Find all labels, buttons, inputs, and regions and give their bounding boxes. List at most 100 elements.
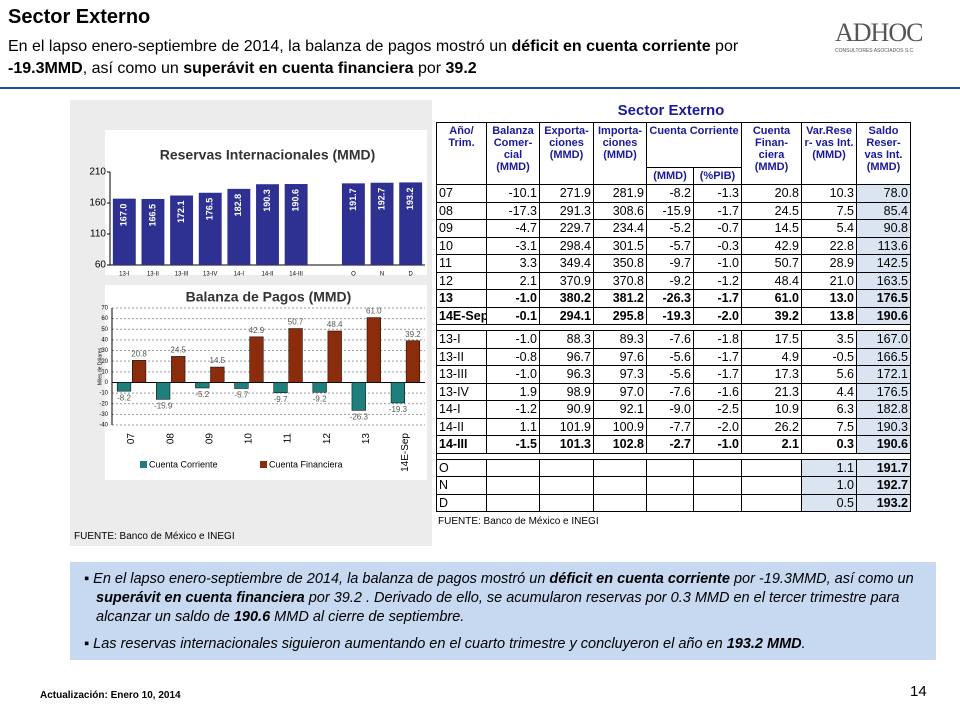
table-cell: 291.3 [539, 201, 594, 220]
table-cell: -7.6 [646, 330, 694, 349]
table-cell: 39.2 [741, 306, 802, 325]
table-cell: 380.2 [539, 289, 594, 308]
data-label: 39.2 [405, 330, 421, 339]
table-cell: -7.6 [646, 382, 694, 401]
header-row: (MMD) (%PIB) [437, 167, 911, 185]
table-row: 13-IV 1.9 98.9 97.0 -7.6 -1.6 21.3 4.4 176.5 [436, 382, 911, 401]
table-cell: -7.7 [646, 417, 694, 436]
column-header: Cuenta Corriente [646, 122, 742, 168]
table-cell [539, 493, 594, 512]
table-cell: 294.1 [539, 306, 594, 325]
y-tick-label: 210 [89, 167, 106, 178]
bar [171, 356, 186, 383]
table-cell: 98.9 [539, 382, 594, 401]
x-tick-label: 11 [283, 433, 294, 444]
y-tick-label: -20 [99, 401, 108, 407]
bullet: ▪ Las reservas internacionales siguieron… [78, 635, 928, 654]
table-cell: -5.6 [646, 347, 694, 366]
legend-swatch [260, 461, 267, 468]
data-label: 24.5 [170, 346, 186, 355]
table-cell: -26.3 [646, 289, 694, 308]
bar [112, 198, 136, 265]
table-cell [693, 476, 742, 495]
table-cell: 2.1 [741, 435, 802, 454]
table-cell: 20.8 [741, 184, 802, 203]
table-cell: 193.2 [856, 493, 911, 512]
bullet: ▪ En el lapso enero-septiembre de 2014, … [78, 570, 928, 627]
table-cell [646, 476, 694, 495]
table-cell: 142.5 [856, 254, 911, 273]
data-label: 166.5 [147, 204, 157, 227]
bar [288, 328, 303, 383]
page-number: 14 [910, 683, 927, 700]
column-header: Cuenta Finan- ciera (MMD) [741, 122, 802, 185]
text-run: 193.2 MMD [726, 636, 802, 652]
table-cell [486, 458, 540, 477]
text-run: déficit en cuenta corriente [549, 571, 730, 587]
table-cell: -0.3 [693, 236, 742, 255]
table-cell: 281.9 [593, 184, 647, 203]
update-note: Actualización: Enero 10, 2014 [40, 690, 181, 701]
gap-cell [436, 452, 911, 460]
text-run: por -19.3MMD, así como un [729, 571, 914, 587]
table-cell: 17.3 [741, 365, 802, 384]
x-tick-label: 13-II [147, 272, 159, 278]
table-cell: 191.7 [856, 458, 911, 477]
table-row: 14-III -1.5 101.3 102.8 -2.7 -1.0 2.1 0.3 190.6 [436, 435, 911, 454]
table-source: FUENTE: Banco de México e INEGI [438, 516, 599, 527]
table-cell: 190.6 [856, 306, 911, 325]
table-cell: -2.5 [693, 400, 742, 419]
table-cell [593, 476, 647, 495]
column-subheader: (MMD) [646, 167, 694, 185]
table-cell: 1.9 [486, 382, 540, 401]
table-cell: -3.1 [486, 236, 540, 255]
table-cell: -1.7 [693, 289, 742, 308]
table-cell: 78.0 [856, 184, 911, 203]
column-header: Año/ Trim. [436, 122, 487, 185]
y-tick-label: 60 [101, 316, 108, 322]
table-cell: 0.5 [801, 493, 857, 512]
table-cell: -1.5 [486, 435, 540, 454]
table-cell [539, 476, 594, 495]
bar [399, 182, 423, 265]
data-label: -5.7 [235, 391, 249, 400]
y-tick-label: 20 [101, 359, 108, 365]
table-cell: -9.2 [646, 271, 694, 290]
table-cell: -0.7 [693, 219, 742, 238]
table-cell: 271.9 [539, 184, 594, 203]
table-cell: 10 [436, 236, 487, 255]
table-cell: 172.1 [856, 365, 911, 384]
table-cell: 229.7 [539, 219, 594, 238]
table-cell: 295.8 [593, 306, 647, 325]
text-run: por 39.2 . Derivado de ello, se acumular… [96, 590, 900, 625]
table-cell: 22.8 [801, 236, 857, 255]
y-tick-label: 0 [105, 380, 109, 386]
table-row: 13-II -0.8 96.7 97.6 -5.6 -1.7 4.9 -0.5 166.5 [436, 347, 911, 366]
table-cell: -1.2 [693, 271, 742, 290]
column-header: Exporta- ciones (MMD) [539, 122, 594, 185]
table-cell [486, 476, 540, 495]
legend-label: Cuenta Financiera [269, 459, 343, 469]
bar [141, 198, 165, 265]
table-row: 11 3.3 349.4 350.8 -9.7 -1.0 50.7 28.9 142.5 [436, 254, 911, 273]
data-label: -19.3 [389, 405, 408, 414]
table-cell: -4.7 [486, 219, 540, 238]
table-row: 12 2.1 370.9 370.8 -9.2 -1.2 48.4 21.0 163.5 [436, 271, 911, 290]
bar [170, 195, 194, 265]
x-tick-label: 07 [126, 433, 137, 445]
table-cell: -9.0 [646, 400, 694, 419]
table-cell: 1.0 [801, 476, 857, 495]
data-label: 190.3 [262, 189, 272, 212]
table-cell: 26.2 [741, 417, 802, 436]
table-cell: 113.6 [856, 236, 911, 255]
table-cell: -2.7 [646, 435, 694, 454]
table-cell: 234.4 [593, 219, 647, 238]
data-label: 167.0 [119, 204, 129, 227]
bullets-box: ▪ En el lapso enero-septiembre de 2014, … [70, 562, 936, 660]
bar [284, 184, 308, 265]
y-tick-label: 30 [101, 348, 108, 354]
table-row: 13-I -1.0 88.3 89.3 -7.6 -1.8 17.5 3.5 167.0 [436, 330, 911, 349]
table-cell: 7.5 [801, 201, 857, 220]
table-cell: 85.4 [856, 201, 911, 220]
table-cell: -1.6 [693, 382, 742, 401]
